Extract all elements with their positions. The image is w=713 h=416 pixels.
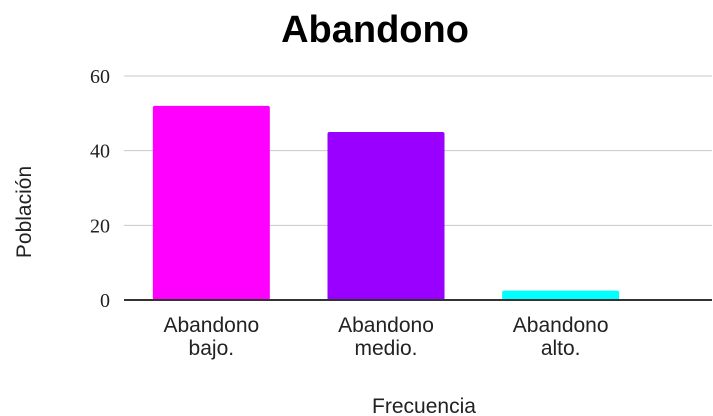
x-category-label: Abandono medio. [338, 314, 434, 360]
x-category-labels: Abandono bajo. Abandono medio. Abandono alto. [163, 314, 608, 360]
y-tick-labels: 0 20 40 60 [90, 66, 110, 312]
chart-title: Abandono [281, 9, 469, 51]
bar [327, 132, 445, 300]
x-category-label: Abandono bajo. [163, 314, 259, 360]
y-axis-title: Población [13, 166, 36, 258]
x-category-label: Abandono alto. [513, 314, 609, 360]
bars [152, 105, 620, 300]
bar [152, 105, 270, 300]
x-axis-title: Frecuencia [372, 395, 476, 416]
y-tick-label: 40 [90, 141, 110, 163]
y-tick-label: 0 [100, 290, 110, 312]
y-tick-label: 60 [90, 66, 110, 88]
y-tick-label: 20 [90, 215, 110, 237]
bar [502, 290, 620, 300]
